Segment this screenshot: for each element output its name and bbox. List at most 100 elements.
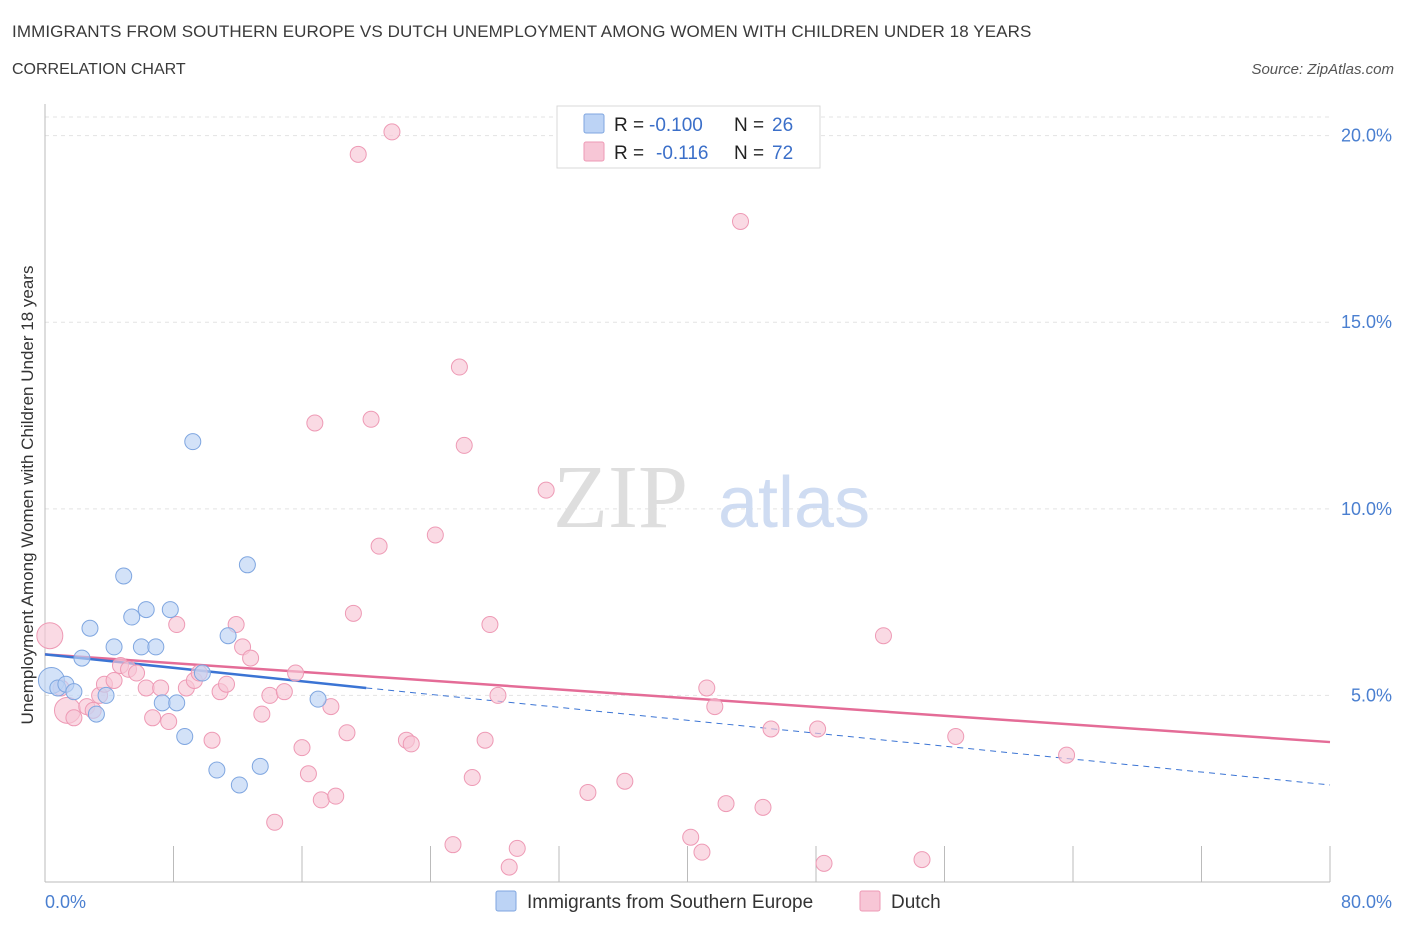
dutch-point <box>682 828 700 846</box>
southern-europe-point <box>81 619 99 637</box>
dutch-point <box>450 358 468 376</box>
dutch-point <box>383 123 401 141</box>
southern-europe-point <box>73 649 91 667</box>
dutch-point <box>762 720 780 738</box>
dutch-point <box>579 783 597 801</box>
dutch-point <box>105 671 123 689</box>
dutch-point <box>327 787 345 805</box>
southern-europe-point <box>184 433 202 451</box>
dutch-point <box>754 798 772 816</box>
dutch-point <box>913 851 931 869</box>
southern-europe-point <box>97 686 115 704</box>
tick-labels: 5.0% 10.0% 15.0% 20.0% 0.0% 80.0% <box>45 126 1392 912</box>
dutch-point <box>402 735 420 753</box>
dutch-point <box>426 526 444 544</box>
dutch-point <box>706 698 724 716</box>
dutch-point <box>344 604 362 622</box>
legend-swatch-blue <box>583 113 605 134</box>
dutch-point <box>1058 746 1076 764</box>
source-credit: Source: ZipAtlas.com <box>1251 61 1394 78</box>
watermark: ZIP atlas <box>553 448 870 547</box>
dutch-point <box>144 709 162 727</box>
dutch-point <box>537 481 555 499</box>
dutch-point <box>242 649 260 667</box>
dutch-point <box>476 731 494 749</box>
dutch-point <box>160 713 178 731</box>
legend-r-value-1: -0.100 <box>649 115 703 136</box>
southern-europe-point <box>208 761 226 779</box>
dutch-point <box>287 664 305 682</box>
southern-europe-point <box>238 556 256 574</box>
legend-n-label-2: N = <box>734 143 764 164</box>
data-points <box>36 123 1076 876</box>
series-legend-label-1: Immigrants from Southern Europe <box>527 892 813 913</box>
dutch-point <box>489 686 507 704</box>
dutch-point <box>275 683 293 701</box>
dutch-trend-line <box>44 653 1331 744</box>
series-legend-label-2: Dutch <box>891 892 941 913</box>
southern-europe-point <box>115 567 133 585</box>
dutch-point <box>65 709 83 727</box>
dutch-point <box>809 720 827 738</box>
dutch-point <box>947 727 965 745</box>
southern-europe-point <box>137 601 155 619</box>
southern-europe-point <box>309 690 327 708</box>
x-tick-label-min: 0.0% <box>45 892 86 912</box>
dutch-point <box>322 698 340 716</box>
dutch-point <box>36 622 64 650</box>
dutch-point <box>616 772 634 790</box>
dutch-point <box>261 686 279 704</box>
series-legend: Immigrants from Southern Europe Dutch <box>495 890 941 913</box>
dutch-point <box>693 843 711 861</box>
chart-title: IMMIGRANTS FROM SOUTHERN EUROPE VS DUTCH… <box>12 22 1032 41</box>
y-axis-title: Unemployment Among Women with Children U… <box>18 266 37 725</box>
southern-europe-point <box>193 664 211 682</box>
southern-europe-point <box>219 627 237 645</box>
y-tick-label: 15.0% <box>1341 312 1392 332</box>
dutch-point <box>203 731 221 749</box>
southern-europe-point <box>132 638 150 656</box>
dutch-point <box>815 854 833 872</box>
southern-europe-point <box>251 757 269 775</box>
legend-r-value-2: -0.116 <box>656 143 708 164</box>
y-tick-label: 10.0% <box>1341 499 1392 519</box>
dutch-point <box>481 616 499 634</box>
axes <box>44 104 1331 883</box>
chart-subtitle: CORRELATION CHART <box>12 61 186 78</box>
southern-europe-point <box>168 694 186 712</box>
dutch-point <box>218 675 236 693</box>
watermark-zip: ZIP <box>553 448 688 547</box>
dutch-point <box>338 724 356 742</box>
legend-swatch-pink <box>583 141 605 162</box>
legend-n-value-1: 26 <box>772 115 793 136</box>
dutch-point <box>717 795 735 813</box>
dutch-point <box>463 769 481 787</box>
y-tick-label: 5.0% <box>1351 685 1392 705</box>
southern-europe-trend-extension <box>366 687 1331 786</box>
grid-lines <box>45 116 1330 696</box>
trend-lines <box>44 653 1331 786</box>
stats-legend: R = -0.100 N = 26 R = -0.116 N = 72 <box>556 105 821 169</box>
dutch-point <box>698 679 716 697</box>
southern-europe-point <box>105 638 123 656</box>
legend-n-label-1: N = <box>734 115 764 136</box>
dutch-point <box>128 664 146 682</box>
dutch-point <box>312 791 330 809</box>
dutch-point <box>455 436 473 454</box>
dutch-point <box>266 813 284 831</box>
dutch-point <box>152 679 170 697</box>
dutch-point <box>500 858 518 876</box>
dutch-point <box>444 836 462 854</box>
southern-europe-point <box>230 776 248 794</box>
y-tick-label: 20.0% <box>1341 126 1392 146</box>
southern-europe-point <box>123 608 141 626</box>
dutch-point <box>137 679 155 697</box>
dutch-point <box>306 414 324 432</box>
legend-r-label-2: R = <box>614 143 644 164</box>
dutch-point <box>732 212 750 230</box>
dutch-point <box>362 410 380 428</box>
southern-europe-point <box>147 638 165 656</box>
southern-europe-point <box>161 601 179 619</box>
dutch-point <box>370 537 388 555</box>
